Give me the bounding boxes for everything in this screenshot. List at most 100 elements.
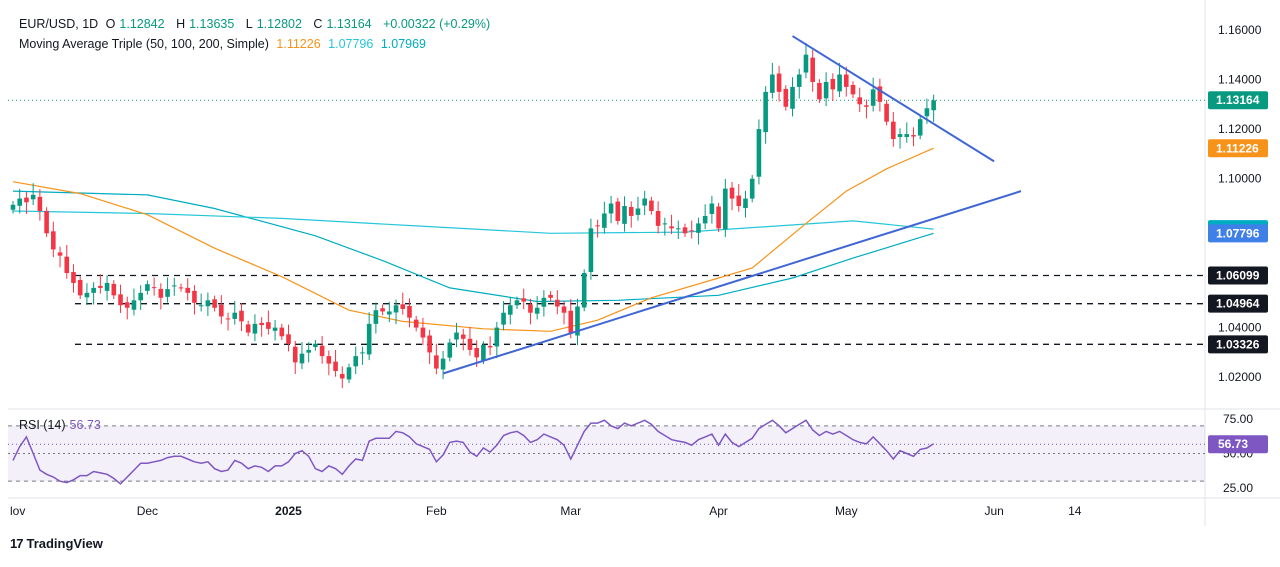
candle-body xyxy=(51,231,56,250)
candle-body xyxy=(10,204,16,210)
candle-body xyxy=(723,188,728,230)
candle-body xyxy=(440,358,446,370)
symbol-label[interactable]: EUR/USD, 1D xyxy=(19,17,99,31)
x-tick-label: 2025 xyxy=(275,504,302,518)
candle-body xyxy=(702,215,708,224)
candle-body xyxy=(427,335,432,353)
high-label: H xyxy=(176,17,186,31)
candle-body xyxy=(151,287,157,289)
candle-body xyxy=(185,287,191,293)
candle-body xyxy=(118,294,123,306)
close-value: 1.13164 xyxy=(326,17,372,31)
ma-legend[interactable]: Moving Average Triple (50, 100, 200, Sim… xyxy=(19,36,430,52)
candle-body xyxy=(904,134,910,138)
rsi-value-text: 56.73 xyxy=(69,418,101,432)
x-tick-label: Dec xyxy=(137,504,158,518)
candle-body xyxy=(306,349,311,353)
candle-body xyxy=(30,194,36,200)
candle-body xyxy=(239,310,244,322)
price-label-box xyxy=(1208,266,1268,285)
candle-body xyxy=(84,292,90,298)
candle-body xyxy=(474,347,479,358)
candle-body xyxy=(64,256,70,274)
ma100-line xyxy=(12,210,934,234)
candle-body xyxy=(17,198,23,206)
open-label: O xyxy=(105,17,116,31)
candle-body xyxy=(91,287,96,293)
candle-body xyxy=(501,312,506,325)
candle-body xyxy=(171,285,177,287)
candle-body xyxy=(272,327,278,331)
change-value: +0.00322 (+0.29%) xyxy=(383,17,491,31)
y-tick-label: 1.14000 xyxy=(1218,72,1262,86)
y-tick-label: 1.10000 xyxy=(1218,172,1262,186)
candle-body xyxy=(891,121,896,140)
candle-body xyxy=(232,312,238,319)
candle-body xyxy=(366,323,372,355)
x-tick-label: May xyxy=(835,504,858,518)
candle-body xyxy=(460,334,466,339)
candle-body xyxy=(212,299,217,308)
y-tick-label: 1.04000 xyxy=(1218,321,1262,335)
candle-body xyxy=(219,304,224,317)
close-label: C xyxy=(313,17,323,31)
candle-body xyxy=(44,210,49,234)
candle-body xyxy=(98,285,103,288)
candle-body xyxy=(346,367,352,380)
candle-body xyxy=(555,299,560,307)
price-label-text: 1.07796 xyxy=(1216,226,1260,240)
candle-body xyxy=(380,308,385,312)
candle-body xyxy=(756,129,762,177)
candle-body xyxy=(575,306,580,336)
x-tick-label: Jun xyxy=(984,504,1003,518)
candle-body xyxy=(454,332,459,340)
rsi-band xyxy=(8,425,1205,482)
candle-body xyxy=(353,356,359,367)
candle-body xyxy=(897,134,903,138)
candle-body xyxy=(776,73,782,92)
candle-body xyxy=(339,373,345,379)
x-tick-label: lov xyxy=(10,504,25,518)
x-tick-label: Feb xyxy=(426,504,447,518)
ma100-value: 1.07796 xyxy=(328,37,374,51)
price-label-box xyxy=(1208,91,1268,110)
candle-body xyxy=(749,178,755,199)
candle-body xyxy=(790,86,795,109)
candle-body xyxy=(192,290,197,303)
ma50-value: 1.11226 xyxy=(276,37,321,51)
tradingview-logo[interactable]: 17 TradingView xyxy=(10,536,103,551)
candle-body xyxy=(434,355,439,369)
candle-body xyxy=(783,88,789,107)
rsi-value-label: 56.73 xyxy=(1218,437,1248,451)
candle-body xyxy=(689,230,695,232)
candle-body xyxy=(729,187,735,199)
candle-body xyxy=(360,352,365,354)
candle-body xyxy=(420,327,426,338)
candle-body xyxy=(917,119,923,136)
candle-body xyxy=(911,135,916,137)
y-tick-label: 1.16000 xyxy=(1218,23,1262,37)
candle-body xyxy=(635,208,641,215)
ma50-line xyxy=(12,147,934,332)
candle-body xyxy=(642,198,647,206)
y-tick-label: 1.12000 xyxy=(1218,122,1262,136)
candle-body xyxy=(138,292,143,301)
x-tick-label: Mar xyxy=(560,504,581,518)
candles-group xyxy=(10,43,936,389)
candle-body xyxy=(743,198,748,209)
candle-body xyxy=(313,343,318,347)
rsi-legend[interactable]: RSI (14) 56.73 xyxy=(19,418,101,432)
candle-body xyxy=(823,81,829,99)
candle-body xyxy=(400,304,406,309)
candle-body xyxy=(541,297,547,307)
candle-body xyxy=(319,345,325,357)
candle-body xyxy=(669,226,674,229)
x-tick-label: 14 xyxy=(1068,504,1082,518)
candle-body xyxy=(830,78,836,90)
candle-body xyxy=(145,284,150,291)
candle-body xyxy=(467,338,473,350)
price-label-text: 1.11226 xyxy=(1216,141,1259,155)
high-value: 1.13635 xyxy=(189,17,235,31)
